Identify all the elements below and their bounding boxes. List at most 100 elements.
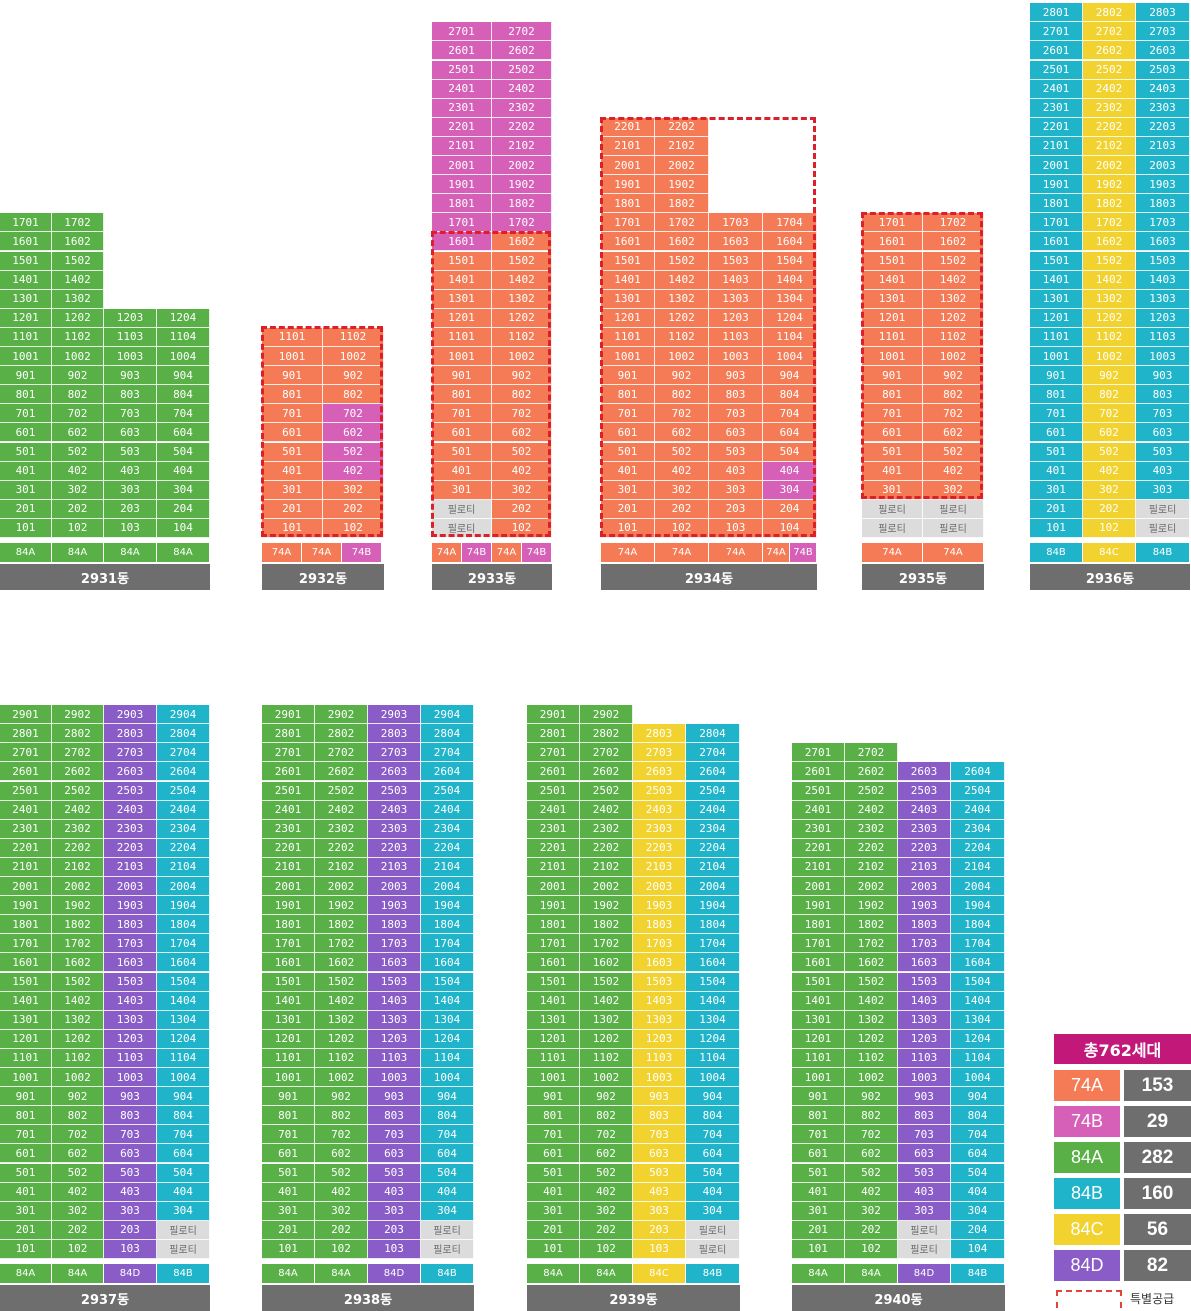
unit-cell: 202 <box>52 499 104 519</box>
unit-cell: 2103 <box>1136 136 1190 156</box>
building-label: 2934동 <box>601 564 817 590</box>
unit-cell: 301 <box>0 1201 52 1221</box>
unit-cell: 1801 <box>432 194 492 214</box>
unit-type-label: 74B <box>462 543 492 562</box>
unit-cell: 601 <box>601 423 655 443</box>
unit-cell: 2301 <box>432 98 492 118</box>
unit-cell: 1401 <box>262 991 315 1011</box>
unit-cell: 2102 <box>52 857 104 877</box>
unit-cell: 2902 <box>580 705 633 725</box>
unit-cell: 101 <box>1030 518 1083 538</box>
unit-cell: 1502 <box>845 972 898 992</box>
unit-cell: 702 <box>315 1125 368 1145</box>
unit-cell: 402 <box>323 461 384 481</box>
unit-cell: 1502 <box>655 251 709 271</box>
legend-type: 74A <box>1054 1070 1120 1101</box>
unit-cell: 303 <box>104 480 157 500</box>
unit-cell: 502 <box>52 1163 104 1183</box>
unit-cell: 2202 <box>655 117 709 137</box>
unit-cell: 1101 <box>1030 327 1083 347</box>
unit-cell: 201 <box>0 499 52 519</box>
unit-cell: 503 <box>1136 442 1190 462</box>
unit-cell: 701 <box>862 404 923 424</box>
unit-cell: 502 <box>315 1163 368 1183</box>
unit-cell: 704 <box>157 1125 210 1145</box>
unit-cell: 1101 <box>432 327 492 347</box>
unit-cell: 2902 <box>52 705 104 725</box>
unit-cell: 1701 <box>432 213 492 233</box>
unit-cell: 1203 <box>633 1029 686 1049</box>
unit-cell: 101 <box>527 1239 580 1259</box>
unit-type-label: 74A <box>262 543 302 562</box>
unit-cell: 901 <box>262 1087 315 1107</box>
unit-cell: 2101 <box>792 857 845 877</box>
unit-cell: 2603 <box>104 762 157 782</box>
unit-cell: 702 <box>52 1125 104 1145</box>
legend-row-84c: 84C 56 <box>1054 1214 1191 1245</box>
unit-cell: 302 <box>315 1201 368 1221</box>
unit-cell: 1802 <box>1083 194 1136 214</box>
unit-cell: 1302 <box>492 289 552 309</box>
unit-type-label: 84D <box>104 1264 157 1283</box>
unit-cell: 2002 <box>580 877 633 897</box>
unit-cell: 2801 <box>527 724 580 744</box>
unit-cell: 402 <box>492 461 552 481</box>
unit-cell: 1003 <box>633 1068 686 1088</box>
unit-cell: 803 <box>709 385 763 405</box>
unit-cell: 2401 <box>1030 79 1083 99</box>
unit-cell: 503 <box>633 1163 686 1183</box>
unit-cell: 2503 <box>104 781 157 801</box>
unit-cell: 703 <box>633 1125 686 1145</box>
unit-cell: 804 <box>763 385 817 405</box>
unit-cell: 601 <box>1030 423 1083 443</box>
unit-cell: 1102 <box>1083 327 1136 347</box>
unit-cell: 1101 <box>262 1048 315 1068</box>
unit-cell: 1902 <box>580 896 633 916</box>
unit-cell: 504 <box>686 1163 740 1183</box>
unit-cell: 1702 <box>655 213 709 233</box>
unit-cell: 1002 <box>1083 347 1136 367</box>
unit-cell: 2503 <box>898 781 951 801</box>
unit-cell: 2504 <box>951 781 1005 801</box>
unit-cell: 801 <box>862 385 923 405</box>
unit-cell: 2603 <box>898 762 951 782</box>
unit-cell: 2904 <box>157 705 210 725</box>
unit-cell: 필로티 <box>898 1239 951 1259</box>
unit-cell: 604 <box>157 1144 210 1164</box>
unit-cell: 2302 <box>315 819 368 839</box>
unit-cell: 601 <box>862 423 923 443</box>
unit-cell: 2304 <box>686 819 740 839</box>
unit-cell: 202 <box>580 1220 633 1240</box>
unit-cell: 1504 <box>157 972 210 992</box>
unit-cell: 2501 <box>792 781 845 801</box>
unit-cell: 102 <box>492 518 552 538</box>
unit-cell: 2004 <box>686 877 740 897</box>
unit-cell: 2302 <box>845 819 898 839</box>
unit-cell: 2803 <box>633 724 686 744</box>
unit-cell: 101 <box>262 1239 315 1259</box>
unit-cell: 202 <box>492 499 552 519</box>
unit-cell: 1904 <box>951 896 1005 916</box>
unit-cell: 704 <box>686 1125 740 1145</box>
unit-cell: 2201 <box>432 117 492 137</box>
legend-count: 153 <box>1124 1070 1191 1101</box>
unit-cell: 602 <box>52 423 104 443</box>
unit-cell: 801 <box>601 385 655 405</box>
unit-cell: 902 <box>580 1087 633 1107</box>
unit-cell: 1602 <box>52 953 104 973</box>
unit-cell: 1902 <box>315 896 368 916</box>
unit-cell: 1101 <box>792 1048 845 1068</box>
unit-cell: 2901 <box>527 705 580 725</box>
unit-cell: 1404 <box>686 991 740 1011</box>
unit-cell: 2203 <box>1136 117 1190 137</box>
unit-cell: 1701 <box>262 934 315 954</box>
unit-cell: 2701 <box>792 743 845 763</box>
unit-type-label: 74A <box>432 543 462 562</box>
unit-cell: 1601 <box>1030 232 1083 252</box>
unit-cell: 301 <box>1030 480 1083 500</box>
unit-cell: 1402 <box>845 991 898 1011</box>
unit-cell: 2304 <box>951 819 1005 839</box>
unit-cell: 1601 <box>0 953 52 973</box>
unit-type-label: 84A <box>104 543 157 562</box>
unit-cell: 1704 <box>686 934 740 954</box>
